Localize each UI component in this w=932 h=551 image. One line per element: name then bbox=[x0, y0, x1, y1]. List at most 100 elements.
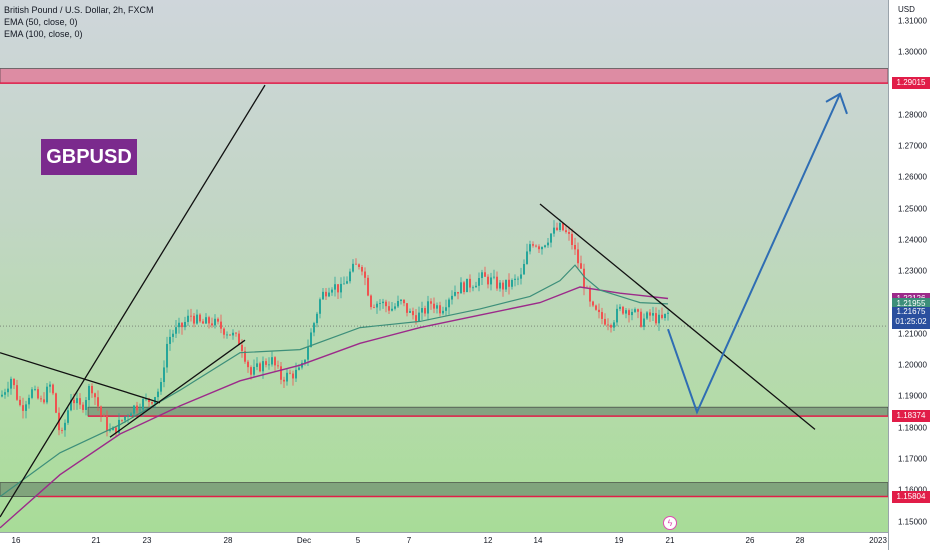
candle-body bbox=[484, 272, 486, 277]
candle-body bbox=[100, 406, 102, 416]
candle-body bbox=[184, 321, 186, 328]
candle-body bbox=[589, 287, 591, 302]
candle-body bbox=[634, 309, 636, 312]
candle-body bbox=[109, 430, 111, 431]
candle-body bbox=[481, 272, 483, 279]
candle-body bbox=[388, 306, 390, 311]
candle-body bbox=[628, 310, 630, 316]
candle-body bbox=[157, 391, 159, 398]
candle-body bbox=[340, 283, 342, 293]
time-tick-label: 28 bbox=[795, 536, 805, 545]
price-tick-label: 1.25000 bbox=[898, 204, 927, 214]
candle-body bbox=[520, 274, 522, 279]
candle-body bbox=[187, 315, 189, 322]
candle-body bbox=[319, 299, 321, 314]
candle-body bbox=[661, 314, 663, 319]
candle-body bbox=[646, 312, 648, 319]
candle-body bbox=[55, 393, 57, 413]
candle-body bbox=[466, 278, 468, 293]
candle-body bbox=[175, 327, 177, 334]
candle-body bbox=[607, 324, 609, 326]
candle-body bbox=[214, 318, 216, 326]
candle-body bbox=[505, 279, 507, 290]
candle-body bbox=[115, 427, 117, 434]
candle-body bbox=[616, 308, 618, 323]
candle-body bbox=[385, 301, 387, 307]
candle-body bbox=[574, 244, 576, 250]
price-tick-label: 1.31000 bbox=[898, 16, 927, 26]
candle-body bbox=[10, 378, 12, 389]
lightning-icon[interactable]: ϟ bbox=[663, 516, 677, 530]
candle-body bbox=[664, 313, 666, 319]
level-zone-1 bbox=[0, 68, 888, 84]
candle-body bbox=[259, 363, 261, 372]
time-tick-label: 5 bbox=[355, 536, 361, 545]
time-axis[interactable]: 16 21 23 28 Dec 5 7 12 14 19 21 26 28 2023 bbox=[0, 532, 888, 551]
candle-body bbox=[13, 378, 15, 386]
level-zone-3 bbox=[0, 482, 888, 497]
time-tick-label: 19 bbox=[614, 536, 624, 545]
candle-body bbox=[427, 301, 429, 314]
candle-body bbox=[493, 276, 495, 278]
candle-body bbox=[334, 284, 336, 290]
price-tick-label: 1.20000 bbox=[898, 360, 927, 370]
candle-body bbox=[298, 367, 300, 370]
ema100-legend: EMA (100, close, 0) bbox=[4, 29, 83, 39]
candle-body bbox=[7, 388, 9, 393]
time-tick-label: 28 bbox=[223, 536, 233, 545]
time-tick-label: 26 bbox=[745, 536, 755, 545]
candle-body bbox=[595, 305, 597, 310]
candle-body bbox=[217, 318, 219, 322]
candle-body bbox=[508, 279, 510, 287]
candle-body bbox=[193, 315, 195, 324]
price-axis-currency: USD bbox=[898, 5, 915, 14]
candle-body bbox=[163, 367, 165, 383]
candle-body bbox=[448, 299, 450, 308]
candle-body bbox=[271, 357, 273, 365]
candle-body bbox=[571, 233, 573, 245]
candle-body bbox=[442, 310, 444, 314]
candle-body bbox=[268, 364, 270, 366]
candle-body bbox=[424, 308, 426, 314]
candle-body bbox=[397, 300, 399, 307]
candle-body bbox=[445, 307, 447, 311]
price-badge-value: 1.21675 bbox=[896, 306, 926, 316]
candle-body bbox=[430, 301, 432, 304]
chart-title: British Pound / U.S. Dollar, 2h, FXCM bbox=[4, 5, 154, 15]
price-badge: 1.15804 bbox=[892, 490, 930, 503]
time-tick-label: 21 bbox=[665, 536, 675, 545]
plot-area[interactable]: British Pound / U.S. Dollar, 2h, FXCM EM… bbox=[0, 0, 888, 532]
candle-body bbox=[316, 313, 318, 324]
bar-countdown: 01:25:02 bbox=[895, 316, 927, 326]
candle-body bbox=[292, 373, 294, 379]
candle-body bbox=[226, 334, 228, 336]
candle-body bbox=[148, 398, 150, 403]
price-badge: 1.18374 bbox=[892, 410, 930, 423]
candle-body bbox=[361, 266, 363, 272]
candle-body bbox=[454, 292, 456, 296]
candle-body bbox=[70, 399, 72, 411]
candle-body bbox=[247, 361, 249, 368]
candle-body bbox=[499, 282, 501, 289]
candle-body bbox=[658, 314, 660, 324]
time-tick-label: 16 bbox=[11, 536, 21, 545]
candle-body bbox=[451, 295, 453, 300]
candle-body bbox=[46, 386, 48, 403]
candle-body bbox=[613, 322, 615, 328]
candle-body bbox=[208, 317, 210, 324]
candle-body bbox=[364, 271, 366, 278]
price-tick-label: 1.24000 bbox=[898, 235, 927, 245]
candle-body bbox=[382, 301, 384, 304]
candle-body bbox=[643, 318, 645, 327]
candle-body bbox=[460, 282, 462, 294]
candle-body bbox=[325, 291, 327, 297]
price-tick-label: 1.26000 bbox=[898, 172, 927, 182]
candle-body bbox=[358, 264, 360, 267]
candle-body bbox=[562, 223, 564, 231]
candle-body bbox=[541, 247, 543, 250]
price-axis[interactable]: USD 1.310001.300001.290001.280001.270001… bbox=[888, 0, 932, 550]
candle-body bbox=[28, 397, 30, 405]
trendline-2 bbox=[0, 352, 161, 404]
chart-canvas[interactable] bbox=[0, 0, 888, 532]
